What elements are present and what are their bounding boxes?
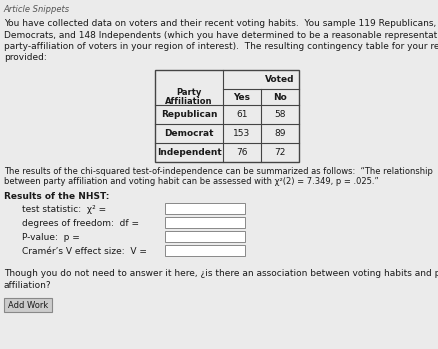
Text: Independent: Independent [157,148,221,157]
Text: degrees of freedom:  df =: degrees of freedom: df = [22,219,139,228]
Bar [155,70,299,162]
Text: affiliation?: affiliation? [4,281,52,290]
Text: P-value:  p =: P-value: p = [22,233,80,242]
Text: between party affiliation and voting habit can be assessed with χ²(2) = 7.349, p: between party affiliation and voting hab… [4,178,379,186]
Text: test statistic:  χ² =: test statistic: χ² = [22,205,106,214]
Text: 58: 58 [274,110,286,119]
Bar [165,245,245,256]
Text: The results of the chi-squared test-of-independence can be summarized as follows: The results of the chi-squared test-of-i… [4,167,433,176]
Text: 76: 76 [236,148,248,157]
Text: Party
Affiliation: Party Affiliation [165,88,213,106]
Bar [165,231,245,242]
Text: No: No [273,92,287,102]
Text: Results of the NHST:: Results of the NHST: [4,192,109,201]
Text: Democrats, and 148 Independents (which you have determined to be a reasonable re: Democrats, and 148 Independents (which y… [4,30,438,39]
Text: Add Work: Add Work [8,300,48,310]
Text: 89: 89 [274,129,286,138]
Text: 61: 61 [236,110,248,119]
Text: Article Snippets: Article Snippets [3,5,69,14]
Text: 153: 153 [233,129,251,138]
Text: Democrat: Democrat [164,129,214,138]
Text: party-affiliation of voters in your region of interest).  The resulting continge: party-affiliation of voters in your regi… [4,42,438,51]
Text: Yes: Yes [233,92,251,102]
Text: provided:: provided: [4,53,47,62]
Text: Cramér’s V effect size:  V =: Cramér’s V effect size: V = [22,247,147,256]
Text: Voted: Voted [265,75,295,84]
Text: 72: 72 [274,148,286,157]
Text: You have collected data on voters and their recent voting habits.  You sample 11: You have collected data on voters and th… [4,19,438,28]
Text: Though you do not need to answer it here, ¿is there an association between votin: Though you do not need to answer it here… [4,269,438,278]
Bar [4,298,52,312]
Bar [165,217,245,228]
Bar [165,203,245,214]
Text: Republican: Republican [161,110,217,119]
